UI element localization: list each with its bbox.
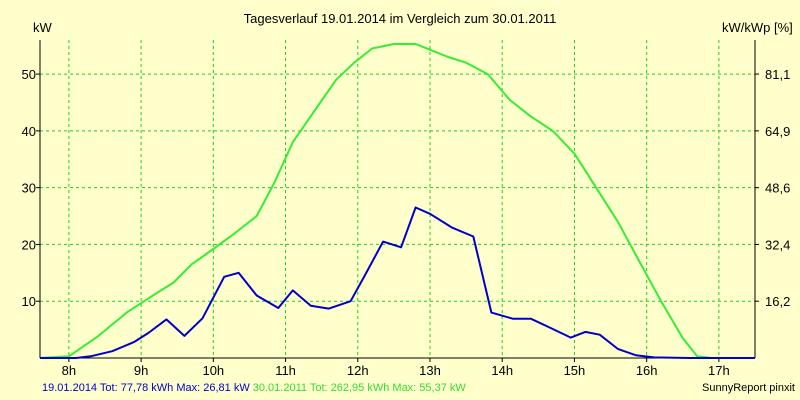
footer-credit: SunnyReport pinxit: [702, 382, 795, 394]
y-tick-label: 40: [22, 124, 36, 139]
x-tick-label: 9h: [134, 363, 148, 378]
x-tick-label: 17h: [708, 363, 730, 378]
tick-labels: 8h 9h 10h 11h 12h 13h 14h 15h 16h 17h 10 16,2 20 32,4…: [22, 67, 791, 378]
series1-summary: 19.01.2014 Tot: 77,78 kWh Max: 26,81 kW: [42, 382, 250, 394]
series-lines: [39, 43, 755, 359]
chart-title: Tagesverlauf 19.01.2014 im Vergleich zum…: [243, 11, 557, 26]
axes: [36, 40, 759, 362]
y-tick-label: 10: [22, 294, 36, 309]
x-tick-label: 12h: [347, 363, 369, 378]
y-tick-label: 30: [22, 181, 36, 196]
y2-tick-label: 81,1: [765, 67, 790, 82]
y2-tick-label: 64,9: [765, 124, 790, 139]
y2-tick-label: 16,2: [765, 294, 790, 309]
x-tick-label: 11h: [275, 363, 296, 378]
y-tick-label: 50: [22, 67, 36, 82]
series-line: [40, 206, 755, 359]
y-axis-unit-right: kW/kWp [%]: [722, 20, 793, 35]
series2-summary: 30.01.2011 Tot: 262,95 kWh Max: 55,37 kW: [252, 382, 466, 394]
x-tick-label: 16h: [636, 363, 658, 378]
x-tick-label: 15h: [564, 363, 586, 378]
grid: [40, 40, 755, 358]
y-axis-unit-left: kW: [33, 20, 52, 35]
series-line: [39, 43, 755, 359]
x-tick-label: 8h: [62, 363, 76, 378]
footer-summary: 19.01.2014 Tot: 77,78 kWh Max: 26,81 kW …: [42, 382, 466, 394]
x-tick-label: 13h: [419, 363, 441, 378]
y-tick-label: 20: [22, 237, 36, 252]
x-tick-label: 14h: [491, 363, 513, 378]
y2-tick-label: 32,4: [765, 237, 790, 252]
y2-tick-label: 48,6: [765, 181, 790, 196]
x-tick-label: 10h: [202, 363, 224, 378]
